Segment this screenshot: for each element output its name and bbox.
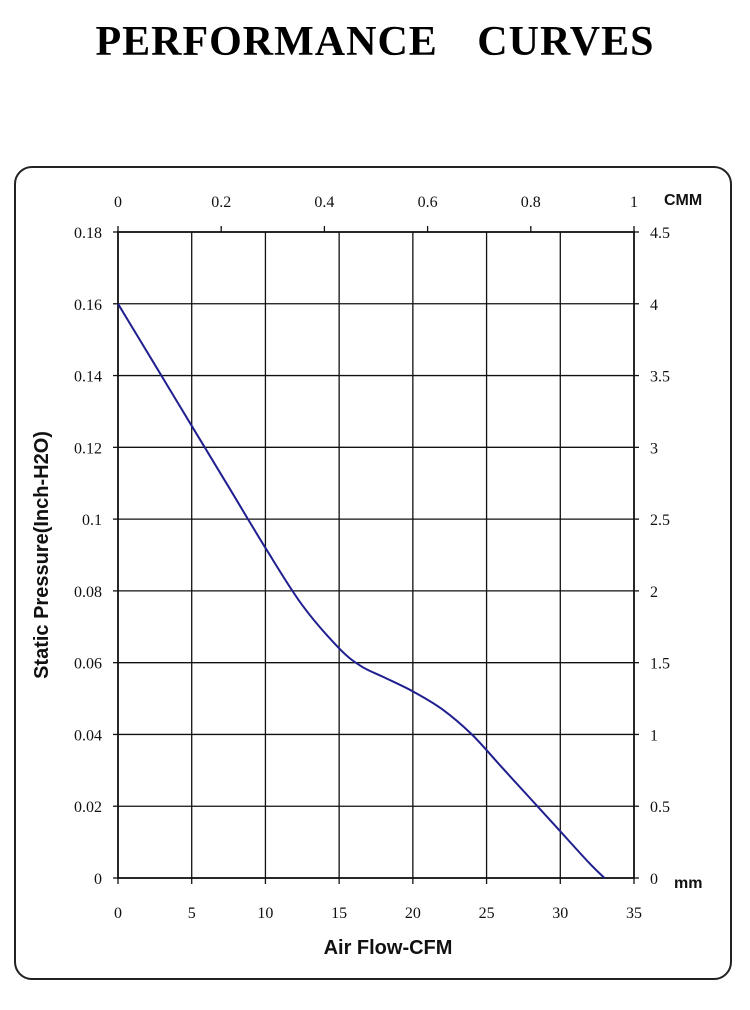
x-tick-label: 0 (114, 905, 122, 922)
y2-tick-label: 2.5 (650, 512, 670, 529)
y2-tick-label: 3.5 (650, 369, 670, 386)
x2-tick-label: 0.2 (211, 194, 231, 211)
y2-tick-label: 0.5 (650, 799, 670, 816)
x-tick-label: 10 (257, 905, 273, 922)
y2-tick-label: 2 (650, 584, 658, 601)
y-tick-label: 0.06 (74, 656, 102, 673)
y-tick-label: 0 (94, 871, 102, 888)
x-tick-label: 35 (626, 905, 642, 922)
x-axis-title: Air Flow-CFM (324, 937, 453, 959)
x2-unit-label: CMM (664, 192, 702, 209)
y-axis-title: Static Pressure(Inch-H2O) (31, 431, 53, 679)
x2-tick-label: 0.8 (521, 194, 541, 211)
plot-border (117, 231, 635, 879)
y-tick-label: 0.14 (74, 369, 102, 386)
y-tick-label: 0.12 (74, 440, 102, 457)
grid-layer (118, 232, 634, 878)
x2-tick-label: 0.6 (418, 194, 438, 211)
x-tick-label: 20 (405, 905, 421, 922)
x2-tick-label: 1 (630, 194, 638, 211)
y2-unit-label: mm (674, 875, 702, 892)
y2-tick-label: 3 (650, 440, 658, 457)
y-tick-label: 0.04 (74, 727, 102, 744)
x2-tick-label: 0.4 (314, 194, 334, 211)
x-tick-label: 25 (479, 905, 495, 922)
x-tick-label: 15 (331, 905, 347, 922)
y2-tick-label: 0 (650, 871, 658, 888)
y-tick-label: 0.16 (74, 297, 102, 314)
x2-tick-label: 0 (114, 194, 122, 211)
y2-tick-label: 4.5 (650, 225, 670, 242)
performance-curve (117, 303, 606, 879)
y-tick-label: 0.02 (74, 799, 102, 816)
chart-frame (14, 166, 732, 980)
y2-tick-label: 1.5 (650, 656, 670, 673)
series-layer (117, 303, 606, 879)
y-tick-label: 0.08 (74, 584, 102, 601)
label-layer: 0 5 10 15 20 25 30 3500.020.040.060.080.10.120.… (31, 192, 702, 959)
y-tick-label: 0.1 (82, 512, 102, 529)
y2-tick-label: 4 (650, 297, 658, 314)
x-tick-label: 5 (188, 905, 196, 922)
axis-layer (113, 226, 639, 884)
page-title: PERFORMANCE CURVES (95, 19, 655, 65)
y-tick-label: 0.18 (74, 225, 102, 242)
x-tick-label: 30 (552, 905, 568, 922)
y2-tick-label: 1 (650, 727, 658, 744)
